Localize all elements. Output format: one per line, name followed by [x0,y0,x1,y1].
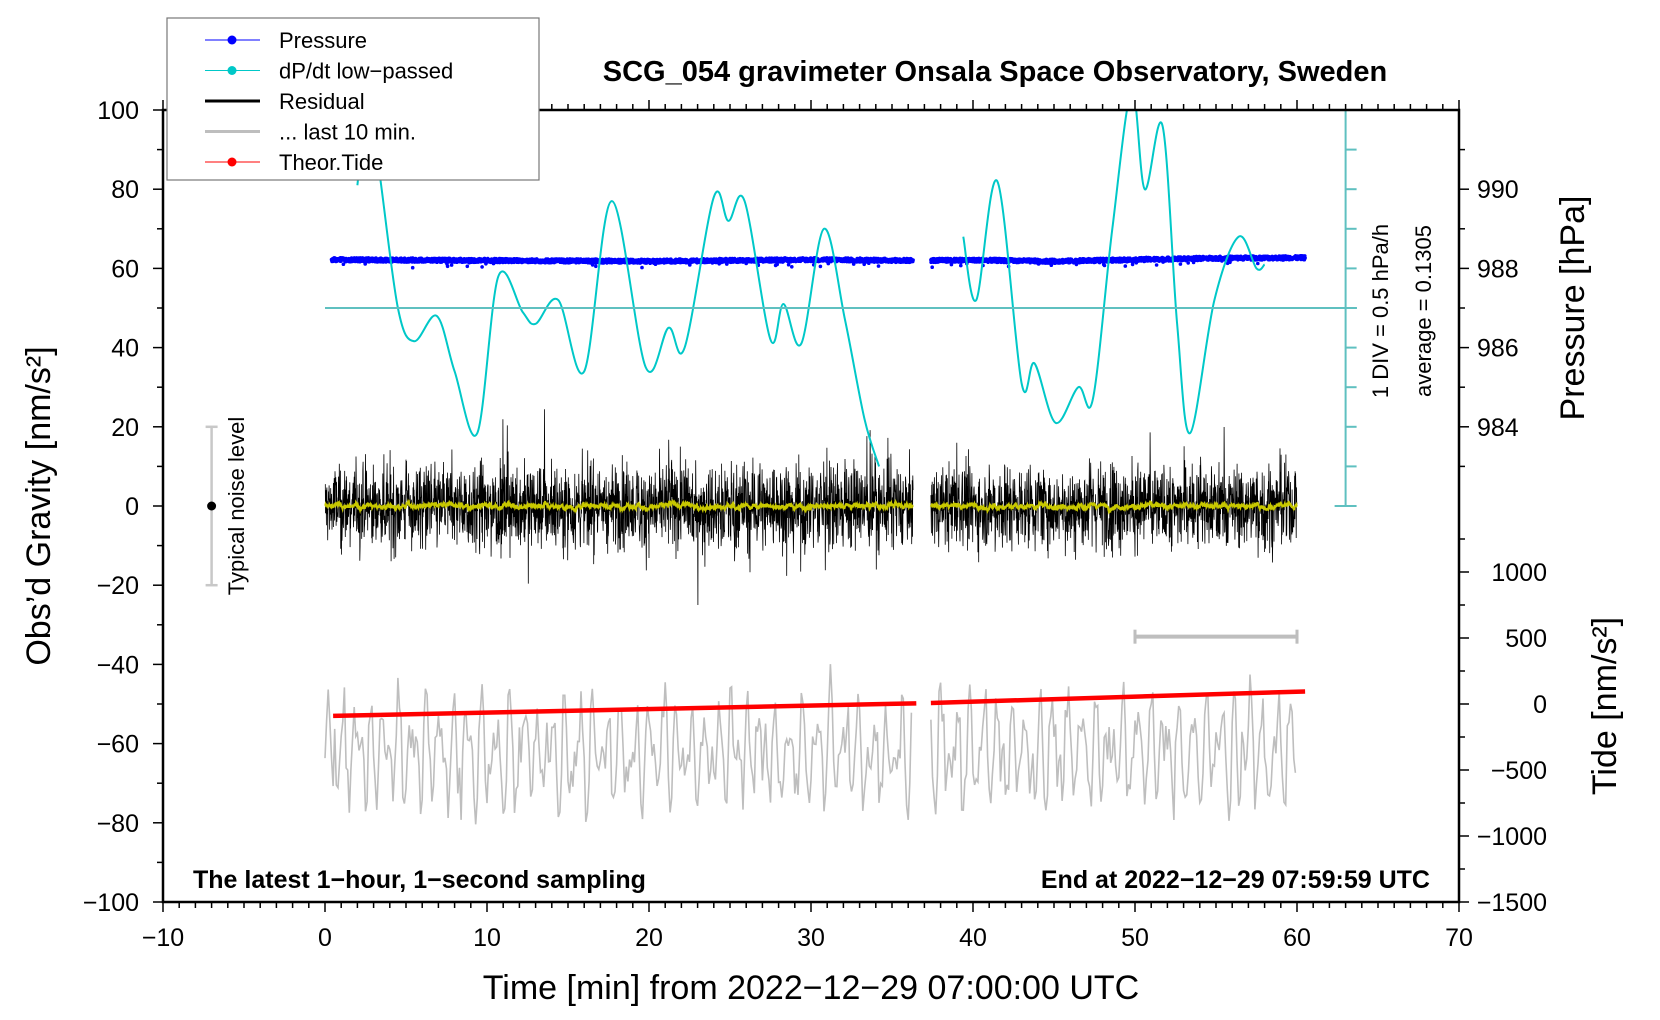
residual-smoothed-line-segment-1 [929,499,1298,515]
pressure-point [594,264,598,269]
x-tick-label: 60 [1283,924,1311,952]
y-tick-label: 20 [111,414,139,442]
pressure-point [341,262,346,267]
pressure-point [775,262,779,267]
x-tick-label: 10 [473,924,501,952]
pressure-point [1123,264,1128,268]
y-axis-label-pressure: Pressure [hPa] [1554,196,1592,421]
dpdt-scale-note: 1 DIV = 0.5 hPa/h [1368,224,1393,398]
chart-title: SCG_054 gravimeter Onsala Space Observat… [603,56,1387,88]
pressure-point [786,262,791,267]
residual-smoothed-line-segment-0 [324,498,914,515]
tide-tick-label: 500 [1505,625,1547,653]
y-tick-label: −80 [97,810,139,838]
y-axis-label-tide: Tide [nm/s²] [1586,617,1624,795]
x-tick-label: −10 [142,924,184,952]
pressure-point [876,264,881,268]
dpdt-average-note: average = 0.1305 [1411,225,1436,397]
y-tick-label: −20 [97,572,139,600]
pressure-tick-label: 988 [1477,255,1519,283]
pressure-tick-label: 986 [1477,335,1519,363]
x-tick-label: 20 [635,924,663,952]
pressure-point [445,264,450,269]
legend: Pressure dP/dt low−passed Residual ... last… [166,17,540,181]
legend-label: Theor.Tide [279,150,383,175]
legend-label: dP/dt low−passed [279,59,453,84]
pressure-point [1130,262,1135,267]
y-tick-label: 40 [111,335,139,363]
pressure-tick-label: 990 [1477,176,1519,204]
pressure-point [911,258,915,262]
tide-tick-label: 1000 [1491,559,1547,587]
pressure-point [818,264,823,269]
pressure-tick-label: 984 [1477,414,1519,442]
pressure-points [329,254,1307,270]
legend-marker-4 [227,157,237,167]
residual-line-segment-1 [930,426,1298,563]
legend-marker-0 [227,35,237,45]
pressure-point [449,263,454,267]
tide-tick-label: −1000 [1477,823,1547,851]
legend-label: Residual [279,89,365,114]
pressure-point [1178,262,1183,266]
x-tick-label: 30 [797,924,825,952]
pressure-point [790,265,794,269]
end-time-note: End at 2022−12−29 07:59:59 UTC [1041,866,1430,894]
pressure-point [410,265,415,270]
y-tick-label: 80 [111,176,139,204]
legend-label: Pressure [279,28,367,53]
series-group [324,110,1307,825]
tide-tick-label: −500 [1491,757,1547,785]
plot-data [205,109,1357,825]
pressure-point [959,263,963,268]
theoretical-tide-line-segment-1 [930,689,1306,706]
y-tick-label: 100 [97,97,139,125]
pressure-point [930,265,934,270]
y-tick-label: 0 [125,493,139,521]
y-axis-label-gravity: Obs’d Gravity [nm/s²] [20,346,58,665]
dpdt-line-segment-0 [356,110,880,467]
y-tick-label: −100 [83,889,139,917]
pressure-point [1303,256,1307,260]
axes: −10 0 10 20 30 40 50 60 70100806040200−20−40−60−… [83,97,1547,952]
noise-level-dot [207,501,217,511]
y-tick-label: −40 [97,651,139,679]
tide-tick-label: −1500 [1477,889,1547,917]
x-tick-label: 70 [1445,924,1473,952]
pressure-point [1256,261,1260,266]
pressure-point [1154,263,1159,267]
pressure-point [1102,263,1107,268]
legend-box [166,17,540,181]
y-tick-label: −60 [97,731,139,759]
x-tick-label: 0 [318,924,332,952]
noise-level-label: Typical noise level [224,417,249,596]
x-tick-label: 40 [959,924,987,952]
dpdt-line-segment-1 [962,110,1266,435]
pressure-point [744,261,748,266]
legend-label: ... last 10 min. [279,120,416,145]
legend-marker-1 [227,66,237,75]
pressure-point [1186,261,1190,265]
pressure-point [640,265,644,270]
x-tick-label: 50 [1121,924,1149,952]
y-tick-label: 60 [111,255,139,283]
tide-tick-label: 0 [1533,691,1547,719]
pressure-point [949,262,954,267]
theoretical-tide-line-segment-0 [333,701,917,719]
pressure-point [465,264,470,269]
x-axis-label: Time [min] from 2022−12−29 07:00:00 UTC [483,969,1139,1007]
last-10-min-line-segment-0 [324,664,913,825]
sampling-note: The latest 1−hour, 1−second sampling [193,866,646,894]
pressure-point [480,265,484,269]
